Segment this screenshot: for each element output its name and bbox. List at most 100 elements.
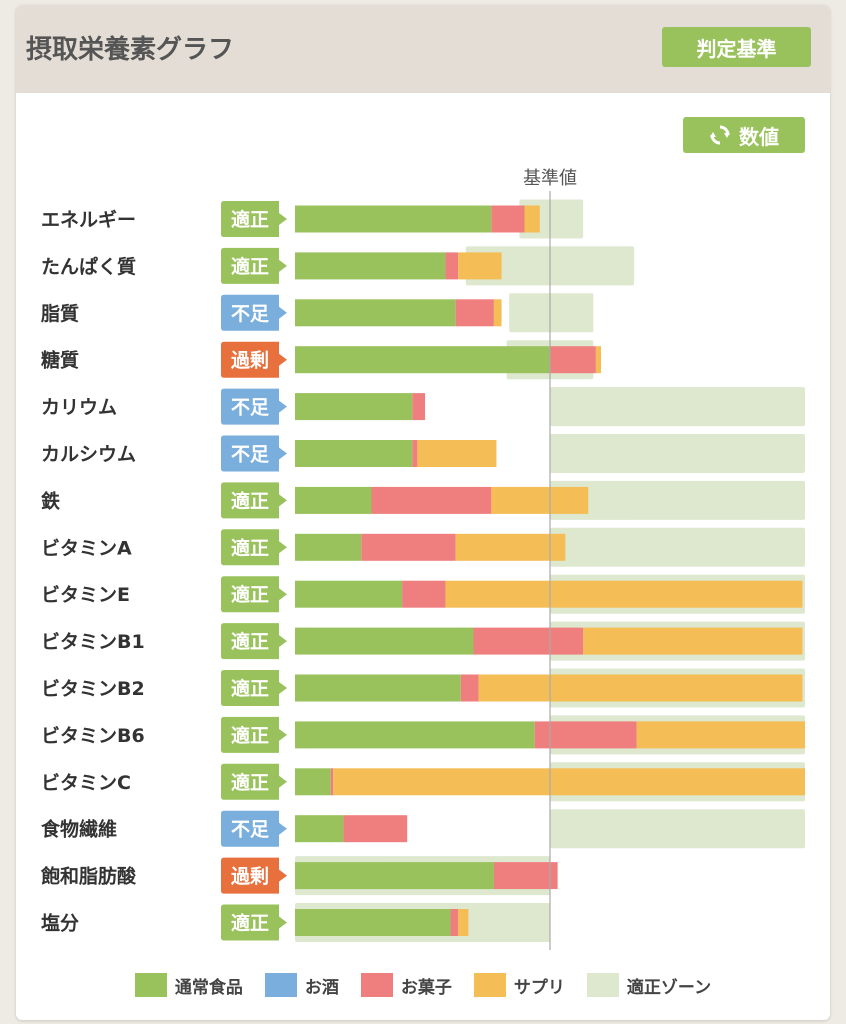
nutrient-label: 鉄 [41,489,60,512]
status-badge-shape [221,388,287,425]
status-badge: 不足 [221,810,287,847]
bar-snack [402,580,446,608]
status-badge-shape [221,810,287,847]
status-badge-shape [221,247,287,284]
status-badge-label: 不足 [231,819,270,841]
status-badge: 不足 [221,294,287,331]
status-badge-shape [221,857,287,894]
status-badge-shape [221,294,287,331]
status-badge-label: 過剰 [231,349,269,372]
legend-label: お菓子 [400,977,452,998]
bar-supplement [595,346,601,374]
nutrient-label: ビタミンB6 [41,725,145,747]
bar-snack [473,627,584,655]
bar-food [295,252,446,280]
refresh-icon [709,124,731,146]
legend-swatch [473,973,506,997]
optimal-zone [509,293,594,333]
status-badge-label: 不足 [231,444,270,466]
nutrient-label: ビタミンB2 [41,678,145,700]
status-badge-shape [221,623,287,660]
bar-supplement [458,909,469,936]
status-badge: 適正 [221,904,287,941]
status-badge-shape [221,763,287,800]
nutrient-label: エネルギー [41,209,136,231]
legend-label: 適正ゾーン [626,977,712,998]
status-badge: 適正 [221,201,287,237]
bar-food [295,486,372,514]
show-values-label: 数値 [739,124,779,149]
nutrient-label: ビタミンB1 [41,631,145,653]
optimal-zone [550,527,805,567]
bar-snack [445,252,459,280]
status-badge-shape [221,482,287,519]
status-badge-label: 適正 [231,255,269,278]
status-badge: 適正 [221,623,287,660]
legend-label: 通常食品 [174,977,243,998]
optimal-zone [550,387,805,427]
bar-food [295,627,474,655]
status-badge-label: 適正 [231,677,269,700]
card-header: 摂取栄養素グラフ 判定基準 [16,5,830,93]
status-badge-shape [221,341,287,378]
legend-item-supplement: サプリ [473,973,565,998]
legend-item-zone: 適正ゾーン [586,973,712,998]
bar-food [295,533,362,561]
bar-food [295,815,344,843]
bar-supplement [583,627,803,655]
status-badge: 適正 [221,763,287,800]
status-badge-label: 不足 [231,397,270,419]
criteria-button[interactable]: 判定基準 [662,27,811,67]
status-badge-label: 適正 [231,630,269,653]
bar-supplement [333,768,805,796]
bar-supplement [445,580,803,608]
bar-snack [330,768,334,796]
status-badge-shape [221,201,287,237]
legend-item-alcohol: お酒 [264,973,339,998]
legend-label: お酒 [304,977,339,998]
bar-supplement [417,440,497,467]
bar-snack [450,909,459,936]
status-badge: 適正 [221,247,287,284]
status-badge-label: 適正 [231,536,269,559]
legend-label: サプリ [513,977,565,998]
bar-snack [361,533,456,561]
status-badge-shape [221,904,287,941]
chart-legend: 通常食品 お酒 お菓子 サプリ 適正ゾーン [16,965,830,1005]
bar-snack [371,486,492,514]
bar-snack [455,299,494,327]
nutrient-label: 食物繊維 [41,818,117,841]
status-badge-label: 適正 [231,771,269,794]
bar-food [295,580,403,608]
show-values-button[interactable]: 数値 [683,117,805,153]
page-title: 摂取栄養素グラフ [26,35,235,65]
status-badge: 適正 [221,716,287,753]
legend-item-snack: お菓子 [360,973,452,998]
legend-swatch [586,973,619,997]
bar-snack [412,393,426,421]
optimal-zone [550,809,805,849]
nutrient-label: ビタミンC [41,772,131,794]
legend-swatch [134,973,167,997]
nutrient-label: 飽和脂肪酸 [40,865,137,888]
status-badge: 過剰 [221,857,287,894]
reference-label: 基準値 [523,168,577,189]
status-badge: 不足 [221,388,287,425]
bar-food [295,440,413,467]
bar-food [295,721,535,749]
bar-snack [534,721,637,749]
bar-snack [550,346,596,374]
nutrient-label: カリウム [41,397,117,419]
bar-supplement [491,486,589,514]
status-badge-label: 不足 [231,303,270,325]
bar-food [295,768,331,796]
status-badge-label: 適正 [231,724,269,747]
status-badge-label: 適正 [231,208,269,231]
legend-swatch [264,973,297,997]
optimal-zone [550,480,805,520]
nutrient-label: 塩分 [41,912,79,935]
nutrient-label: 脂質 [41,302,79,325]
legend-item-food: 通常食品 [134,973,243,998]
bar-supplement [636,721,805,749]
status-badge-label: 過剰 [231,865,269,888]
